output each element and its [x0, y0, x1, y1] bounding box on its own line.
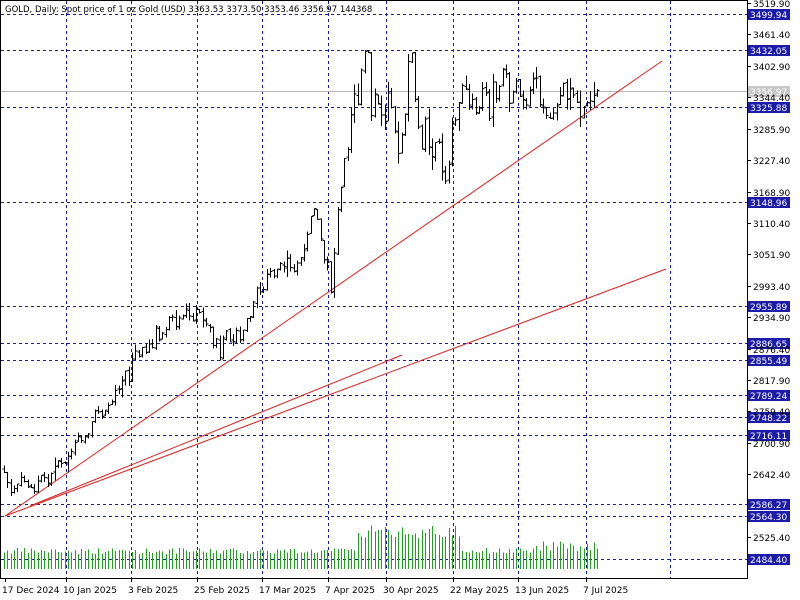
symbol-header: GOLD, Daily: Spot price of 1 oz Gold (US…: [5, 5, 372, 15]
y-tick-label: 3227.40: [753, 157, 790, 167]
level-label-box: [748, 511, 790, 522]
level-label-box: [748, 412, 790, 423]
level-label: 2586.27: [750, 501, 787, 511]
level-label-box: [748, 102, 790, 113]
x-tick-label: 7 Apr 2025: [325, 586, 375, 596]
volume-bars: [4, 525, 598, 569]
grid-layer: [66, 1, 671, 578]
x-tick-label: 10 Jan 2025: [63, 586, 117, 596]
y-tick-label: 2876.40: [753, 346, 790, 356]
level-label: 2484.40: [750, 556, 787, 566]
level-label: 3499.94: [750, 11, 787, 21]
y-tick-label: 2525.40: [753, 534, 790, 544]
level-label: 2886.65: [750, 340, 787, 350]
y-tick-label: 3110.40: [753, 220, 790, 230]
x-tick-label: 22 May 2025: [450, 586, 509, 596]
chart-frame: [0, 0, 748, 579]
x-tick-label: 3 Feb 2025: [128, 586, 178, 596]
level-label: 2748.22: [750, 414, 787, 424]
y-tick-label: 3344.40: [753, 94, 790, 104]
trendlines[interactable]: [4, 60, 667, 517]
y-tick-label: 3519.90: [753, 0, 790, 10]
time-axis[interactable]: 17 Dec 2024 10 Jan 2025 3 Feb 2025 25 Feb 2…: [2, 578, 628, 596]
current-price-box: [748, 86, 790, 97]
level-label-box: [748, 45, 790, 56]
level-label-box: [748, 301, 790, 312]
x-tick-label: 17 Dec 2024: [2, 586, 60, 596]
level-label-box: [748, 197, 790, 208]
x-tick-label: 13 Jun 2025: [515, 586, 569, 596]
price-axis[interactable]: 3519.90 3461.40 3402.90 3344.40 3285.90 3227.…: [747, 0, 790, 544]
level-label-box: [748, 338, 790, 349]
ohlc-bars: [2, 50, 600, 496]
level-label-box: [748, 355, 790, 366]
level-label: 3325.88: [750, 104, 787, 114]
level-label: 2716.11: [750, 432, 787, 442]
y-tick-label: 3285.90: [753, 126, 790, 136]
x-tick-label: 30 Apr 2025: [383, 586, 439, 596]
y-tick-label: 2700.90: [753, 440, 790, 450]
y-tick-label: 3168.90: [753, 189, 790, 199]
level-label-box: [748, 499, 790, 510]
current-price-label: 3356.97: [750, 88, 787, 98]
y-tick-label: 2642.40: [753, 471, 790, 481]
level-label-box: [748, 390, 790, 401]
y-tick-label: 2993.40: [753, 283, 790, 293]
x-tick-label: 25 Feb 2025: [194, 586, 250, 596]
y-tick-label: 3051.90: [753, 251, 790, 261]
level-label: 2789.24: [750, 392, 787, 402]
trendline[interactable]: [29, 354, 403, 507]
y-tick-label: 2817.90: [753, 377, 790, 387]
level-label: 2955.89: [750, 303, 787, 313]
y-tick-label: 2759.40: [753, 408, 790, 418]
y-tick-label: 3461.40: [753, 31, 790, 41]
level-label: 2855.49: [750, 357, 787, 367]
level-label-box: [748, 430, 790, 441]
trendline[interactable]: [4, 268, 667, 517]
level-label-box: [748, 9, 790, 20]
level-label: 3148.96: [750, 199, 787, 209]
trendline[interactable]: [4, 60, 663, 517]
level-label: 2564.30: [750, 513, 787, 523]
level-label-box: [748, 554, 790, 565]
y-tick-label: 3402.90: [753, 63, 790, 73]
horizontal-level-lines[interactable]: 3499.94 3432.05 3325.88 3148.96 2955.89 2886.…: [1, 9, 790, 566]
x-tick-label: 17 Mar 2025: [259, 586, 316, 596]
x-tick-label: 7 Jul 2025: [583, 586, 628, 596]
y-tick-label: 2934.90: [753, 314, 790, 324]
level-label: 3432.05: [750, 47, 787, 57]
